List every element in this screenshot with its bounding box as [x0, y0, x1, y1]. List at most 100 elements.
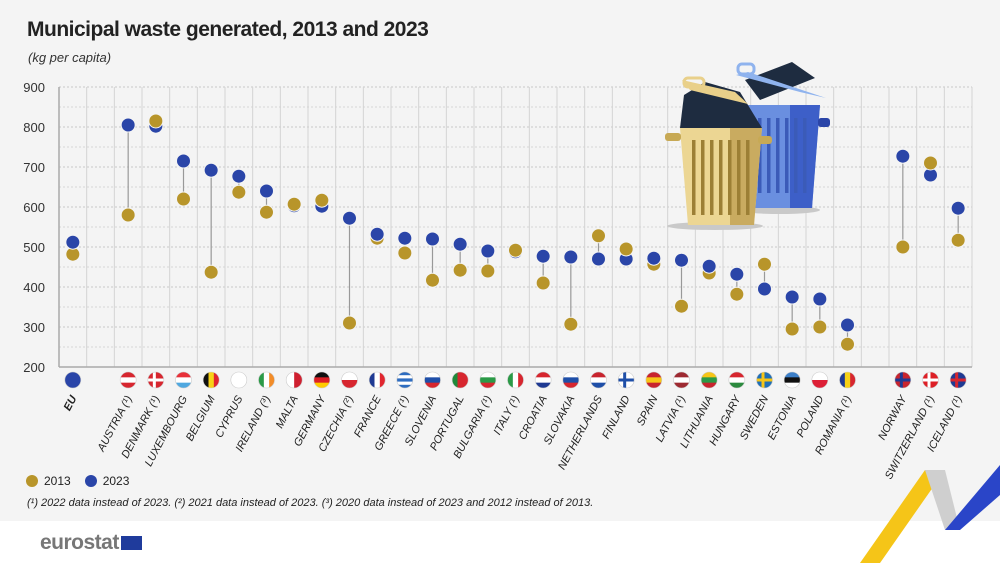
dot-2023	[369, 226, 385, 242]
blue-bin-bag	[745, 62, 815, 100]
category-czechia: CZECHIA (²)	[316, 210, 358, 454]
dot-2023	[840, 317, 855, 333]
flag-stripe	[379, 372, 386, 388]
yellow-bin-handle	[758, 136, 772, 144]
flag-stripe	[313, 377, 330, 384]
flag-icon	[369, 372, 386, 388]
dot-2023	[591, 251, 606, 267]
x-tick-label: FINLAND	[600, 394, 633, 441]
flag-stripe	[518, 372, 524, 388]
flag-icon	[258, 372, 275, 388]
flag-icon	[64, 372, 81, 388]
flag-stripe	[263, 372, 270, 388]
y-tick-label: 400	[23, 280, 45, 295]
flag-icon	[396, 372, 413, 388]
flag-stripe	[341, 380, 358, 388]
flag-border	[590, 371, 607, 389]
dot-2013	[618, 241, 634, 257]
category-poland: POLAND	[795, 291, 829, 440]
flag-border	[700, 371, 718, 389]
yellow-bin-rib	[746, 140, 750, 215]
category-portugal: PORTUGAL	[428, 236, 469, 453]
flag-icon	[286, 372, 303, 388]
flag-border	[783, 371, 801, 389]
flag-stripe	[701, 382, 718, 388]
category-slovenia: SLOVENIA	[403, 231, 441, 448]
flag-border	[258, 371, 275, 389]
flag-stripe	[784, 377, 801, 384]
decor-stripe-grey	[925, 470, 960, 530]
flag-stripe	[850, 372, 856, 388]
flag-border	[562, 371, 580, 389]
category-austria: AUSTRIA (¹)	[95, 117, 137, 454]
flag-stripe	[341, 372, 358, 381]
flag-stripe	[590, 382, 607, 388]
flag-stripe	[839, 372, 846, 388]
flag-stripe	[590, 377, 607, 384]
flag-stripe	[396, 384, 413, 388]
flag-icon	[230, 372, 247, 388]
flag-stripe	[424, 372, 441, 378]
dot-2023	[895, 148, 911, 164]
dot-2023	[950, 200, 966, 216]
dot-2013	[729, 286, 745, 302]
category-norway: NORWAY	[876, 148, 912, 442]
flag-icon	[341, 372, 358, 388]
blue-bin-lid	[736, 72, 826, 98]
dot-2013	[120, 207, 136, 223]
flag-stripe	[175, 377, 192, 384]
dot-2023	[812, 291, 828, 307]
legend: 2013 2023	[26, 474, 129, 488]
x-tick-label: EU	[62, 393, 80, 413]
flag-border	[451, 371, 469, 389]
flag-icon	[424, 372, 441, 388]
flag-border	[728, 371, 746, 389]
flag-stripe	[203, 372, 209, 388]
dot-2013	[812, 319, 828, 335]
flag-cross	[894, 378, 911, 382]
flag-icon	[618, 372, 635, 388]
flag-stripe	[784, 382, 801, 388]
flag-icon	[701, 372, 718, 388]
yellow-bin-rib	[710, 140, 714, 215]
flag-stripe	[396, 381, 413, 386]
flag-stripe	[645, 372, 662, 378]
dot-2013	[784, 321, 800, 337]
trash-can-illustration	[665, 62, 830, 230]
flag-icon	[728, 372, 745, 388]
flag-stripe	[64, 372, 81, 388]
flag-stripe	[535, 382, 552, 388]
dot-2023	[397, 230, 413, 246]
blue-bin-lid-handle	[736, 62, 756, 76]
flag-icon	[562, 372, 579, 388]
flag-icon	[922, 372, 939, 388]
legend-label-2013: 2013	[44, 474, 71, 488]
flag-stripe	[562, 382, 579, 388]
flag-cross	[922, 378, 939, 382]
flag-border	[202, 371, 220, 389]
category-iceland: ICELAND (¹)	[925, 200, 967, 454]
flag-border	[645, 371, 663, 389]
dot-2013	[591, 228, 606, 244]
flag-icon	[479, 372, 496, 388]
dot-2013	[425, 272, 440, 288]
chart-subtitle: (kg per capita)	[28, 50, 112, 65]
x-tick-label: ITALY (¹)	[492, 393, 523, 437]
dot-2013	[895, 239, 911, 255]
flag-icon	[535, 372, 552, 388]
blue-bin-handle	[818, 118, 830, 127]
dot-2013	[286, 196, 302, 212]
x-tick-label: POLAND	[795, 394, 827, 440]
flag-stripe	[120, 372, 137, 378]
flag-border	[285, 371, 303, 389]
flag-icon	[175, 372, 192, 388]
flag-icon	[950, 372, 967, 388]
flag-stripe	[294, 372, 303, 388]
y-tick-label: 200	[23, 360, 45, 375]
y-tick-label: 700	[23, 160, 45, 175]
flag-stripe	[728, 372, 745, 378]
flag-stripe	[728, 377, 745, 384]
category-italy: ITALY (¹)	[492, 242, 524, 437]
dot-2013	[674, 298, 689, 314]
flag-icon	[756, 372, 773, 388]
